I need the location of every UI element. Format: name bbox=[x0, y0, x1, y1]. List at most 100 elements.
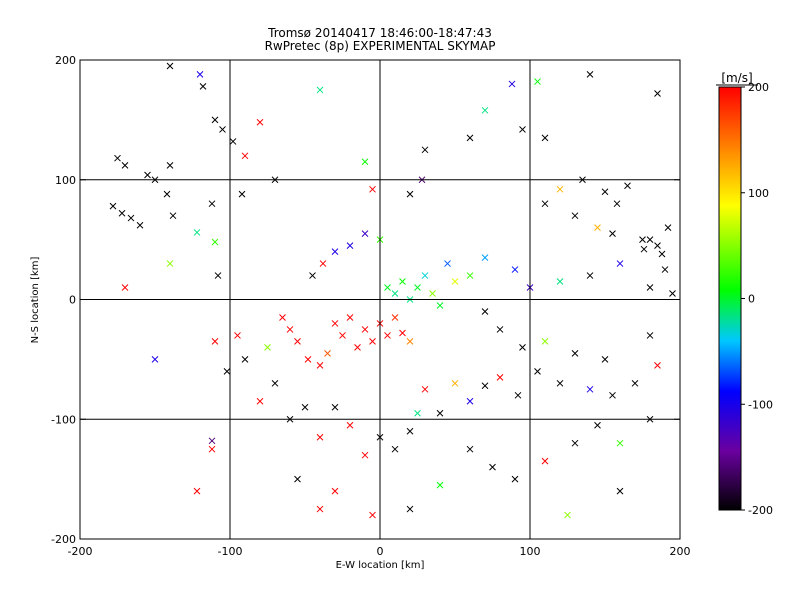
data-point-x bbox=[316, 505, 324, 513]
y-axis-ticks: -200 -100 0 100 200 bbox=[51, 54, 680, 546]
colorbar-tick-label: -200 bbox=[748, 504, 773, 517]
data-point-x bbox=[534, 78, 541, 85]
data-point-x bbox=[586, 272, 594, 279]
data-point-x bbox=[316, 362, 324, 369]
data-point-x bbox=[406, 190, 414, 198]
data-point-x bbox=[444, 260, 451, 267]
data-point-x bbox=[658, 250, 666, 258]
data-point-x bbox=[324, 350, 331, 357]
data-point-x bbox=[294, 338, 301, 345]
x-tick-label: 0 bbox=[377, 545, 384, 558]
data-point-x bbox=[646, 332, 654, 339]
data-point-x bbox=[519, 344, 526, 351]
data-point-x bbox=[208, 437, 216, 445]
data-point-x bbox=[114, 154, 121, 162]
data-point-x bbox=[451, 379, 459, 387]
grid-lines bbox=[80, 60, 680, 539]
data-point-x bbox=[514, 391, 522, 399]
colorbar-ticks: 200 100 0 -100 -200 bbox=[741, 81, 773, 517]
data-point-x bbox=[639, 236, 646, 243]
data-point-x bbox=[654, 242, 661, 249]
data-point-x bbox=[436, 302, 444, 309]
data-points bbox=[109, 62, 676, 519]
colorbar-tick-label: 0 bbox=[748, 293, 755, 306]
data-point-x bbox=[609, 230, 616, 237]
data-point-x bbox=[208, 200, 216, 208]
data-point-x bbox=[496, 326, 504, 333]
data-point-x bbox=[541, 457, 549, 465]
data-point-x bbox=[166, 62, 174, 70]
data-point-x bbox=[369, 511, 376, 519]
data-point-x bbox=[654, 362, 661, 369]
data-point-x bbox=[331, 320, 339, 327]
data-point-x bbox=[571, 350, 579, 357]
data-point-x bbox=[399, 329, 406, 337]
data-point-x bbox=[534, 367, 541, 375]
data-point-x bbox=[211, 338, 219, 345]
data-point-x bbox=[571, 212, 579, 220]
data-point-x bbox=[586, 385, 594, 393]
data-point-x bbox=[519, 126, 526, 133]
data-point-x bbox=[294, 475, 301, 483]
y-tick-label: 100 bbox=[55, 174, 76, 187]
data-point-x bbox=[594, 421, 601, 429]
x-axis-label: E-W location [km] bbox=[336, 560, 425, 571]
colorbar-tick-label: 100 bbox=[748, 187, 769, 200]
data-point-x bbox=[316, 86, 324, 94]
data-point-x bbox=[601, 188, 609, 196]
y-tick-label: -100 bbox=[51, 413, 76, 426]
data-point-x bbox=[391, 290, 399, 297]
data-point-x bbox=[391, 445, 399, 453]
data-point-x bbox=[136, 221, 144, 229]
data-point-x bbox=[211, 116, 219, 124]
data-point-x bbox=[466, 397, 474, 405]
data-point-x bbox=[436, 481, 444, 489]
data-point-x bbox=[421, 146, 429, 154]
data-point-x bbox=[451, 278, 459, 285]
data-point-x bbox=[369, 185, 376, 193]
data-point-x bbox=[664, 224, 672, 232]
data-point-x bbox=[369, 338, 376, 345]
colorbar bbox=[718, 86, 742, 511]
data-point-x bbox=[481, 382, 489, 390]
data-point-x bbox=[319, 260, 327, 267]
data-point-x bbox=[624, 182, 631, 190]
data-point-x bbox=[541, 200, 549, 208]
colorbar-tick-label: 200 bbox=[748, 81, 769, 94]
data-point-x bbox=[481, 308, 489, 315]
data-point-x bbox=[241, 152, 249, 160]
data-point-x bbox=[286, 326, 294, 333]
data-point-x bbox=[616, 260, 624, 267]
data-point-x bbox=[406, 505, 414, 513]
data-point-x bbox=[496, 373, 504, 381]
data-point-x bbox=[361, 230, 369, 237]
data-point-x bbox=[264, 344, 271, 351]
y-tick-label: 200 bbox=[55, 54, 76, 67]
data-point-x bbox=[121, 284, 129, 291]
data-point-x bbox=[223, 367, 231, 375]
data-point-x bbox=[511, 475, 519, 483]
data-point-x bbox=[646, 284, 654, 291]
data-point-x bbox=[661, 266, 669, 273]
chart-subtitle: RwPretec (8p) EXPERIMENTAL SKYMAP bbox=[265, 39, 496, 53]
data-point-x bbox=[229, 138, 237, 145]
data-point-x bbox=[118, 209, 126, 217]
data-point-x bbox=[571, 439, 579, 447]
data-point-x bbox=[271, 379, 279, 387]
data-point-x bbox=[406, 427, 414, 435]
data-point-x bbox=[193, 229, 201, 236]
data-point-x bbox=[414, 409, 421, 417]
data-point-x bbox=[316, 433, 324, 441]
data-point-x bbox=[436, 409, 444, 417]
data-point-x bbox=[564, 511, 571, 519]
data-point-x bbox=[384, 332, 391, 339]
x-tick-label: -100 bbox=[218, 545, 243, 558]
data-point-x bbox=[613, 200, 621, 208]
y-axis-label: N-S location [km] bbox=[30, 257, 41, 344]
data-point-x bbox=[541, 338, 549, 345]
data-point-x bbox=[193, 487, 201, 495]
data-point-x bbox=[541, 134, 549, 142]
data-point-x bbox=[109, 202, 117, 210]
data-point-x bbox=[481, 254, 489, 261]
